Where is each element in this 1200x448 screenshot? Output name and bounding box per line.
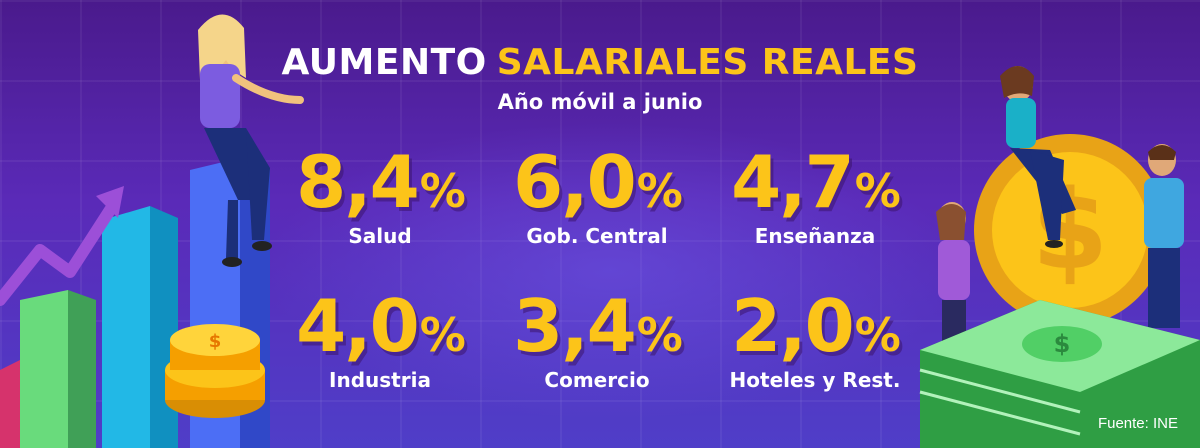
source-note: Fuente: INE [1097, 415, 1178, 432]
stat-value: 2,0% [731, 284, 901, 368]
stat-label: Industria [329, 368, 431, 392]
stat-label: Gob. Central [526, 224, 668, 248]
girl-figure-icon [936, 202, 970, 350]
stat-label: Enseñanza [754, 224, 876, 248]
background-glow [260, 120, 960, 420]
stat-label: Hoteles y Rest. [729, 368, 901, 392]
svg-text:$: $ [209, 331, 222, 352]
stat-value: 8,4% [296, 140, 466, 224]
stat-value: 4,7% [731, 140, 901, 224]
stat-label: Comercio [544, 368, 650, 392]
stat-value: 3,4% [513, 284, 683, 368]
stat-industria: 4,0% Industria [270, 290, 490, 392]
right-illustration: $ $ [919, 66, 1200, 448]
stat-value: 4,0% [296, 284, 466, 368]
trend-arrow-icon [0, 186, 124, 306]
left-illustration: $ [0, 14, 304, 448]
boy-figure-icon [1144, 144, 1184, 328]
stat-salud: 8,4% Salud [270, 146, 490, 248]
stat-label: Salud [348, 224, 412, 248]
page-subtitle: Año móvil a junio [497, 90, 703, 114]
title-part-white: AUMENTO [281, 42, 487, 83]
page-title: AUMENTO SALARIALES REALES [0, 42, 1200, 83]
svg-text:$: $ [1054, 330, 1071, 358]
woman-on-coin-icon [1000, 66, 1076, 248]
big-coin-icon: $ [974, 134, 1166, 326]
stat-gob-central: 6,0% Gob. Central [487, 146, 707, 248]
stat-ensenanza: 4,7% Enseñanza [705, 146, 925, 248]
coin-stack-icon: $ [165, 324, 265, 418]
stat-comercio: 3,4% Comercio [487, 290, 707, 392]
stat-hoteles-rest: 2,0% Hoteles y Rest. [705, 290, 925, 392]
title-part-yellow: SALARIALES REALES [496, 42, 919, 83]
cash-stack-icon: $ [919, 300, 1200, 448]
woman-figure-icon [198, 14, 304, 267]
stat-value: 6,0% [513, 140, 683, 224]
